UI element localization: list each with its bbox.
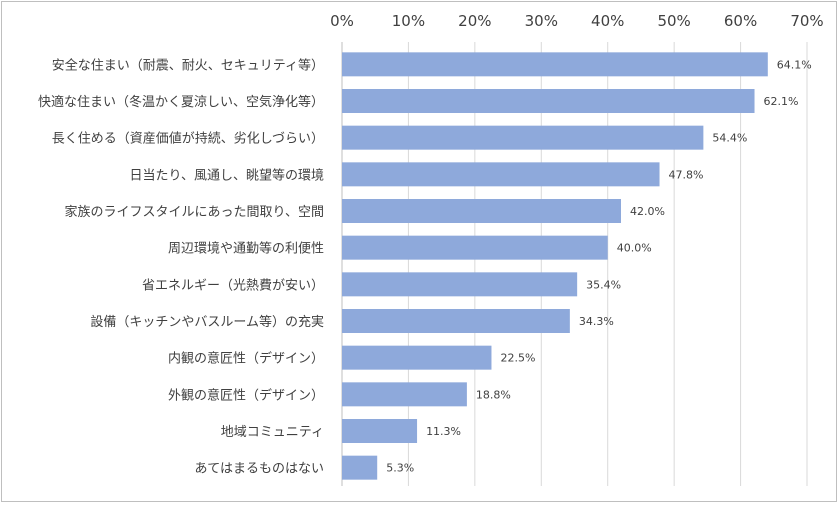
bar (342, 125, 704, 150)
x-tick-label: 30% (525, 12, 558, 30)
category-label: 外観の意匠性（デザイン） (168, 387, 324, 403)
x-tick-label: 40% (591, 12, 624, 30)
data-label: 47.8% (669, 168, 704, 181)
data-label: 64.1% (777, 58, 812, 71)
category-labels: 安全な住まい（耐震、耐火、セキュリティ等） 快適な住まい（冬温かく夏涼しい、空気浄… (38, 57, 324, 476)
bar (342, 235, 608, 260)
data-label: 35.4% (586, 278, 621, 291)
data-label: 11.3% (426, 425, 461, 438)
bar (342, 162, 660, 187)
x-tick-label: 20% (458, 12, 491, 30)
bar (342, 52, 768, 77)
data-label: 62.1% (764, 95, 799, 108)
category-label: 設備（キッチンやバスルーム等）の充実 (90, 314, 324, 330)
category-label: 快適な住まい（冬温かく夏涼しい、空気浄化等） (38, 94, 324, 110)
gridlines (341, 42, 808, 486)
bar (342, 309, 570, 333)
x-tick-label: 0% (330, 12, 354, 30)
x-axis-tick-labels: 0% 10% 20% 30% 40% 50% 60% 70% (330, 12, 824, 30)
bar (342, 455, 378, 480)
category-label: 省エネルギー（光熱費が安い） (142, 278, 324, 293)
data-label: 5.3% (386, 462, 414, 475)
x-tick-label: 70% (790, 12, 823, 30)
category-label: 家族のライフスタイルにあった間取り、空間 (65, 204, 324, 220)
data-label: 54.4% (712, 132, 747, 145)
bar (342, 272, 578, 297)
bar (342, 382, 467, 407)
category-label: 安全な住まい（耐震、耐火、セキュリティ等） (52, 57, 324, 73)
bar (342, 345, 492, 370)
x-tick-label: 10% (392, 12, 425, 30)
bar (342, 199, 621, 223)
category-label: 日当たり、風通し、眺望等の環境 (130, 167, 324, 183)
category-label: 長く住める（資産価値が持続、劣化しづらい） (52, 131, 324, 147)
data-label: 34.3% (579, 315, 614, 328)
x-tick-label: 50% (657, 12, 690, 30)
x-tick-label: 60% (724, 12, 757, 30)
data-label: 40.0% (617, 242, 652, 255)
category-label: 周辺環境や通勤等の利便性 (168, 241, 324, 257)
data-label: 18.8% (476, 388, 511, 401)
data-label: 42.0% (630, 205, 665, 218)
category-label: 内観の意匠性（デザイン） (168, 351, 324, 367)
data-label: 22.5% (500, 352, 535, 365)
category-label: あてはまるものはない (195, 462, 324, 477)
category-label: 地域コミュニティ (221, 425, 324, 440)
bar (342, 419, 418, 443)
bar (342, 89, 755, 113)
data-labels: 64.1% 62.1% 54.4% 47.8% 42.0% 40.0% 35.4% 34.3%… (386, 58, 812, 474)
bars (342, 52, 768, 480)
